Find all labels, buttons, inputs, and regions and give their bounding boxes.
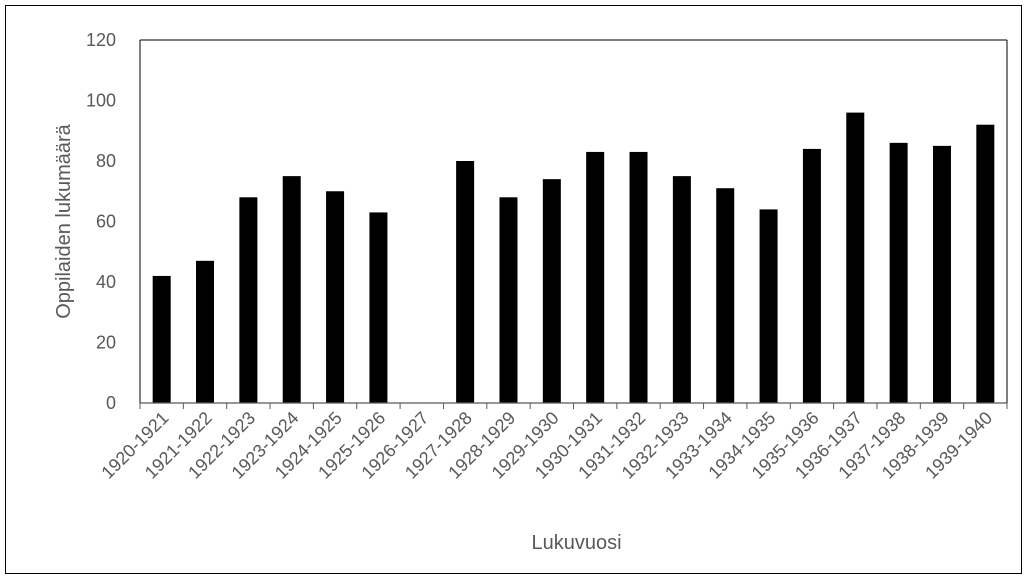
bar <box>716 188 735 403</box>
bar <box>759 209 778 403</box>
y-axis-title: Oppilaiden lukumäärä <box>53 123 75 318</box>
x-axis-tick-labels: 1920-19211921-19221922-19231923-19241924… <box>97 408 996 483</box>
bar <box>846 112 865 403</box>
bar <box>282 176 301 403</box>
bar <box>802 148 821 403</box>
bar <box>369 212 388 403</box>
bar <box>456 161 475 403</box>
bar <box>586 151 605 403</box>
y-tick-label: 100 <box>86 91 116 111</box>
y-tick-label: 20 <box>96 333 116 353</box>
bars <box>152 112 995 403</box>
bar <box>976 124 995 403</box>
y-axis-tick-labels: 0 20 40 60 80 100 120 <box>86 30 116 413</box>
bar <box>889 142 908 403</box>
x-axis-ticks <box>139 403 1008 409</box>
y-tick-label: 40 <box>96 272 116 292</box>
bar <box>326 191 345 403</box>
y-tick-label: 60 <box>96 212 116 232</box>
bar <box>932 145 951 403</box>
y-tick-label: 80 <box>96 151 116 171</box>
y-tick-label: 120 <box>86 30 116 50</box>
y-tick-label: 0 <box>106 393 116 413</box>
x-axis-title: Lukuvuosi <box>531 532 621 554</box>
bar <box>239 197 258 403</box>
bar <box>629 151 648 403</box>
bar <box>152 275 171 403</box>
bar <box>542 179 561 403</box>
bar <box>672 176 691 403</box>
bar <box>499 197 518 403</box>
bar <box>196 260 215 403</box>
